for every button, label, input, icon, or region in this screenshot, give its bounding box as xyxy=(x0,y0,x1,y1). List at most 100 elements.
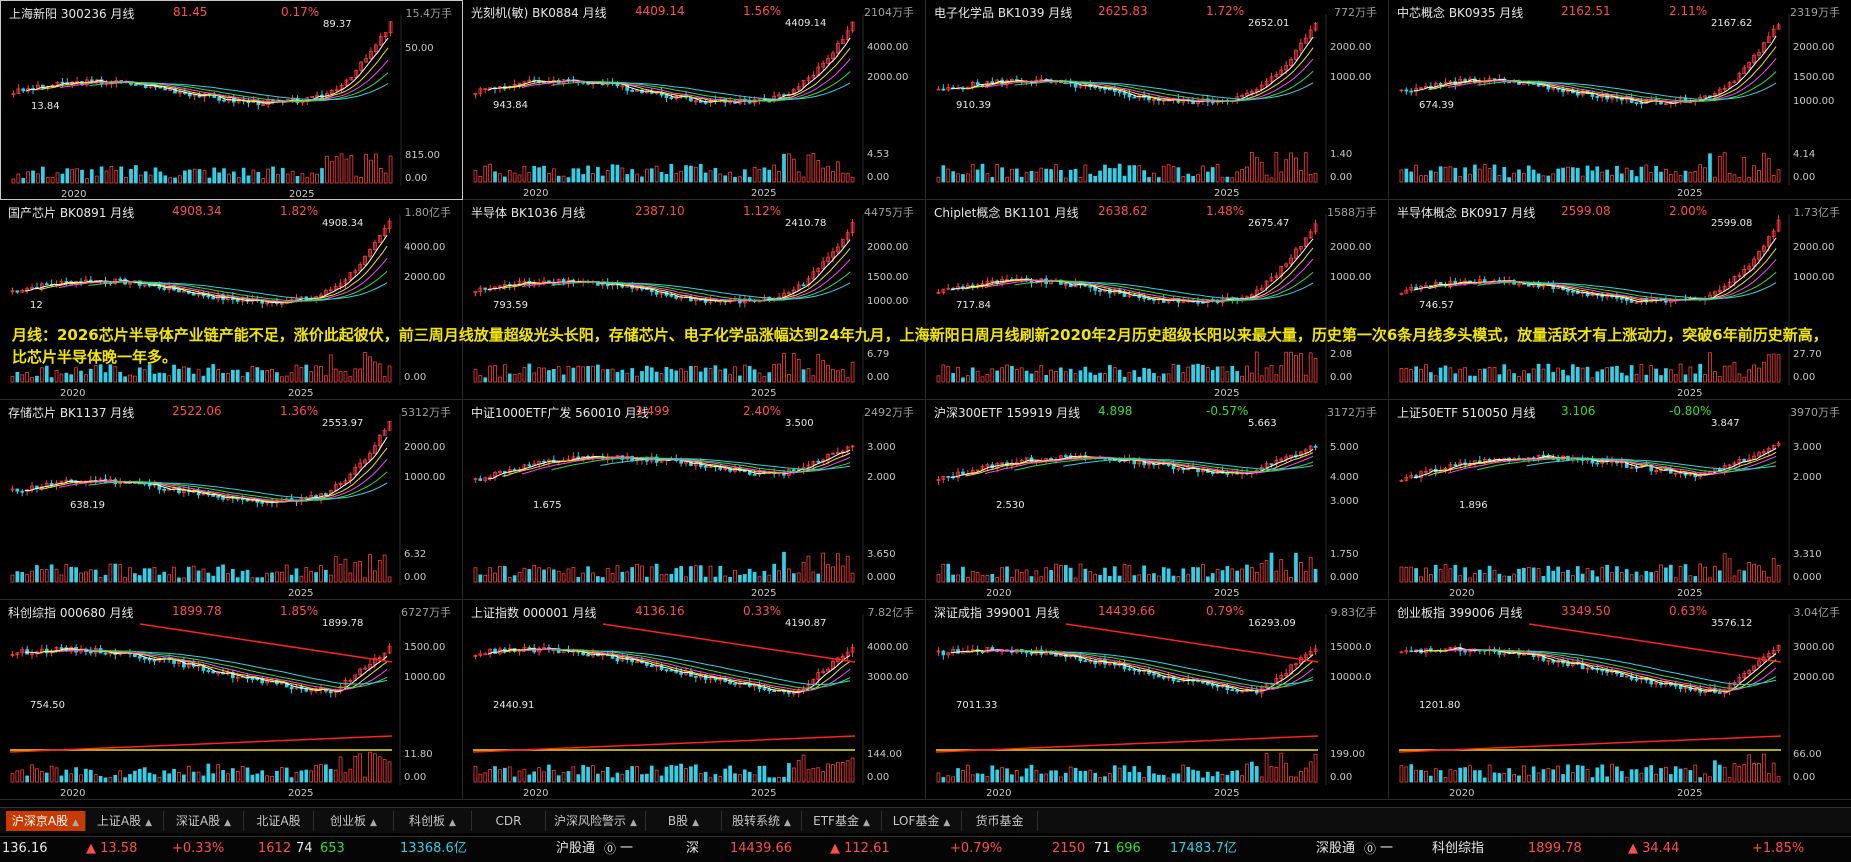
market-tab[interactable]: 科创板 ▲ xyxy=(394,811,472,831)
candle xyxy=(1176,680,1181,683)
candle xyxy=(387,220,392,229)
volume-bar xyxy=(1166,373,1171,383)
chart-panel[interactable]: 上证50ETF 510050 月线 3.106 -0.80% 3970万手 3.847 1… xyxy=(1389,400,1851,600)
candle xyxy=(956,471,960,478)
chart-panel[interactable]: 国产芯片 BK0891 月线 4908.34 1.82% 1.80亿手 4908.34 1… xyxy=(0,200,463,400)
candle xyxy=(1717,89,1722,95)
market-tab[interactable]: 股转系统 ▲ xyxy=(722,811,802,831)
volume-bar xyxy=(368,751,372,783)
chart-panel[interactable]: 半导体概念 BK0917 月线 2599.08 2.00% 1.73亿手 2599.08… xyxy=(1389,200,1851,400)
market-tab[interactable]: B股 ▲ xyxy=(646,811,722,831)
volume-bar xyxy=(1722,365,1727,383)
volume-bar xyxy=(319,764,323,783)
market-tab-label: 北证A股 xyxy=(256,814,301,828)
volume-bar xyxy=(1034,171,1039,183)
market-tab[interactable]: 货币基金 xyxy=(962,811,1038,831)
volume-tick-label: 0.00 xyxy=(404,572,426,583)
volume-bar xyxy=(275,372,279,383)
market-tab[interactable]: 创业板 ▲ xyxy=(314,811,394,831)
chart-panel[interactable]: 中证1000ETF广发 560010 月线 3.499 2.40% 2492万手 3.5… xyxy=(463,400,926,600)
ma-line xyxy=(1526,82,1777,100)
candle xyxy=(1313,445,1318,448)
volume-bar xyxy=(850,572,855,583)
chart-panel[interactable]: 创业板指 399006 月线 3349.50 0.63% 3.04亿手 3576.12 1… xyxy=(1389,600,1851,800)
market-tab[interactable]: 深证A股 ▲ xyxy=(164,811,244,831)
volume-bar xyxy=(493,766,497,783)
candle xyxy=(1409,286,1414,291)
panel-change-pct: 1.56% xyxy=(743,4,782,18)
chart-panel[interactable]: 沪深300ETF 159919 月线 4.898 -0.57% 3172万手 5.663… xyxy=(926,400,1389,600)
candle xyxy=(527,79,532,83)
candle xyxy=(1742,672,1747,679)
candle xyxy=(1010,79,1014,81)
volume-bar xyxy=(1083,770,1088,783)
ma-line xyxy=(58,258,388,303)
candle xyxy=(1404,289,1409,294)
volume-bar xyxy=(177,577,181,583)
sgt-link[interactable]: 深股通 xyxy=(1316,841,1356,856)
market-tab[interactable]: 北证A股 xyxy=(244,811,314,831)
hgt-link[interactable]: 沪股通 xyxy=(556,841,596,856)
market-tab[interactable]: CDR xyxy=(472,811,546,831)
volume-bar xyxy=(1230,177,1235,183)
volume-bar xyxy=(532,564,537,583)
candle xyxy=(1404,89,1409,92)
volume-bar xyxy=(1034,570,1039,583)
sh-index-pct: +0.33% xyxy=(172,841,225,856)
volume-bar xyxy=(60,173,65,184)
volume-bar xyxy=(1073,767,1078,783)
volume-bar xyxy=(1289,351,1293,383)
volume-bar xyxy=(187,169,192,184)
volume-bar xyxy=(1433,375,1438,383)
volume-bar xyxy=(201,375,206,383)
chart-panel[interactable]: 科创综指 000680 月线 1899.78 1.85% 6727万手 1899.78 7… xyxy=(0,600,463,800)
candle xyxy=(517,82,522,85)
ma-line xyxy=(1428,46,1777,103)
volume-bar xyxy=(1605,564,1609,583)
volume-bar xyxy=(1414,366,1418,383)
chart-panel[interactable]: 电子化学品 BK1039 月线 2625.83 1.72% 772万手 2652.01 9… xyxy=(926,0,1389,200)
chart-panel[interactable]: 深证成指 399001 月线 14439.66 0.79% 9.83亿手 16293.0… xyxy=(926,600,1389,800)
volume-bar xyxy=(333,769,338,783)
volume-bar xyxy=(625,372,630,383)
volume-bar xyxy=(615,565,620,583)
chart-panel[interactable]: 光刻机(敏) BK0884 月线 4409.14 1.56% 2104万手 4409.1… xyxy=(463,0,926,200)
candle xyxy=(373,658,377,665)
market-tab[interactable]: 沪深风险警示 ▲ xyxy=(546,811,646,831)
chart-panel[interactable]: 上海新阳 300236 月线 81.45 0.17% 15.4万手 89.37 13.84… xyxy=(0,0,463,200)
chart-panel[interactable]: 存储芯片 BK1137 月线 2522.06 1.36% 5312万手 2553.97 6… xyxy=(0,400,463,600)
volume-bar xyxy=(1575,566,1580,583)
volume-bar xyxy=(1186,766,1191,783)
volume-bar xyxy=(1526,774,1531,783)
volume-bar xyxy=(532,372,537,383)
chart-panel[interactable]: 上证指数 000001 月线 4136.16 0.33% 7.82亿手 4190.87 2… xyxy=(463,600,926,800)
chart-panel[interactable]: 中芯概念 BK0935 月线 2162.51 2.11% 2319万手 2167.62 6… xyxy=(1389,0,1851,200)
volume-bar xyxy=(289,372,294,383)
kc-index-value: 1899.78 xyxy=(1528,841,1582,856)
candle xyxy=(791,692,796,695)
chart-panel[interactable]: 半导体 BK1036 月线 2387.10 1.12% 4475万手 2410.78 79… xyxy=(463,200,926,400)
volume-bar xyxy=(782,352,786,383)
volume-bar xyxy=(373,753,377,783)
volume-bar xyxy=(167,574,172,583)
market-tab[interactable]: 沪深京A股 ▲ xyxy=(6,811,86,831)
candle xyxy=(1409,650,1414,653)
volume-bar xyxy=(1688,575,1693,583)
volume-bar xyxy=(270,572,274,583)
volume-bar xyxy=(1487,764,1492,783)
volume-bar xyxy=(1561,167,1565,183)
volume-bar xyxy=(235,369,240,383)
volume-bar xyxy=(103,372,108,383)
chart-panel[interactable]: Chiplet概念 BK1101 月线 2638.62 1.48% 1588万手 267… xyxy=(926,200,1389,400)
volume-tick-label: 199.00 xyxy=(1330,749,1365,760)
volume-bar xyxy=(1443,166,1448,183)
market-tab[interactable]: LOF基金 ▲ xyxy=(882,811,962,831)
volume-bar xyxy=(114,170,119,184)
market-tab[interactable]: 上证A股 ▲ xyxy=(86,811,164,831)
market-tab[interactable]: ETF基金 ▲ xyxy=(802,811,882,831)
candle xyxy=(1303,654,1308,658)
volume-bar xyxy=(157,372,162,383)
volume-bar xyxy=(74,767,78,783)
volume-bar xyxy=(1250,761,1254,783)
